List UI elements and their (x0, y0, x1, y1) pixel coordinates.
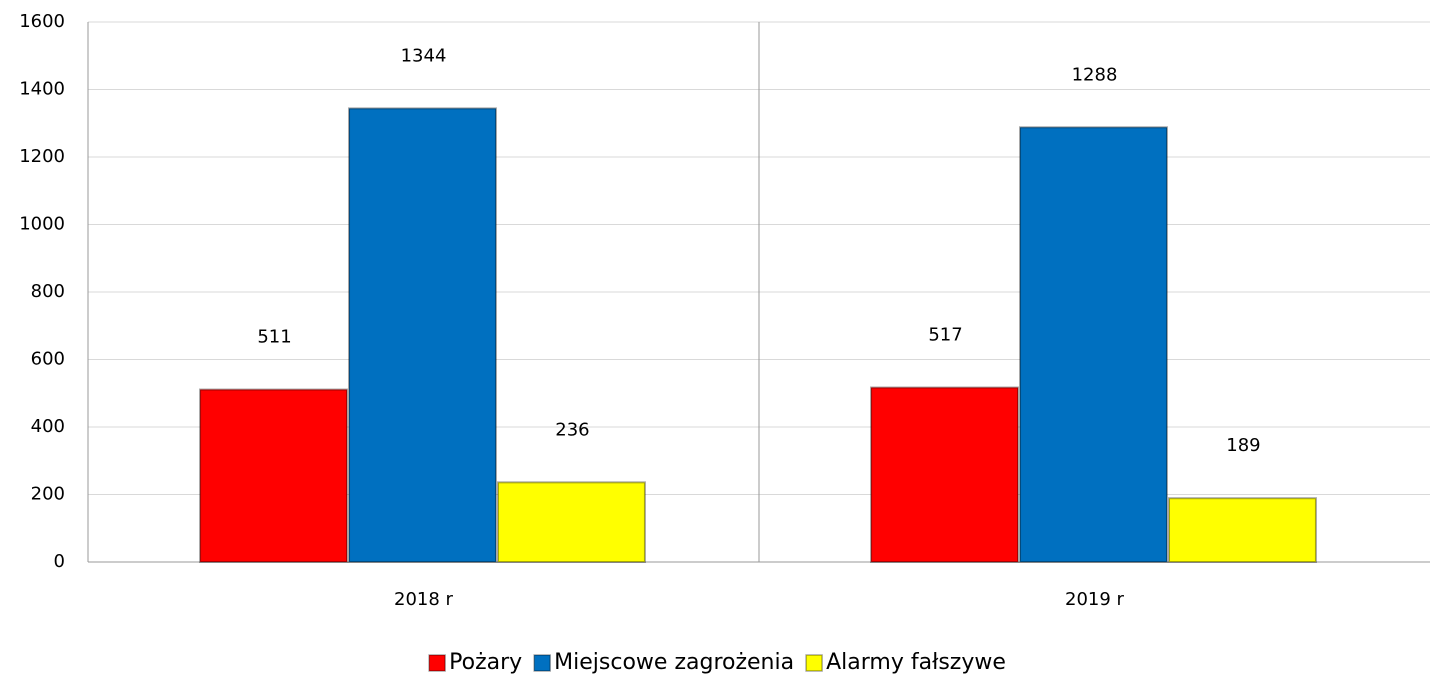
bar (496, 481, 646, 564)
legend-label: Miejscowe zagrożenia (554, 650, 794, 675)
legend-swatch (428, 654, 446, 672)
bar (199, 388, 349, 563)
x-tick-label: 2018 r (394, 589, 454, 610)
legend-swatch (805, 654, 823, 672)
legend-swatch (533, 654, 551, 672)
bar (870, 386, 1020, 564)
y-tick-label: 1000 (19, 214, 65, 235)
y-tick-label: 0 (54, 551, 65, 572)
legend-label: Pożary (449, 650, 522, 675)
y-tick-label: 1400 (19, 79, 65, 100)
y-tick-label: 200 (31, 484, 65, 505)
y-tick-label: 1600 (19, 11, 65, 32)
bar (1167, 497, 1317, 563)
data-label: 517 (928, 325, 962, 346)
legend-label: Alarmy fałszywe (826, 650, 1006, 675)
bar (1019, 126, 1168, 564)
data-label: 1288 (1072, 64, 1118, 85)
y-tick-label: 600 (31, 349, 65, 370)
bar (348, 107, 497, 564)
x-tick-label: 2019 r (1065, 589, 1125, 610)
data-label: 189 (1226, 435, 1260, 456)
data-label: 1344 (401, 45, 447, 66)
data-label: 236 (555, 419, 589, 440)
data-label: 511 (257, 327, 291, 348)
y-tick-label: 800 (31, 281, 65, 302)
y-tick-label: 400 (31, 416, 65, 437)
y-tick-label: 1200 (19, 146, 65, 167)
